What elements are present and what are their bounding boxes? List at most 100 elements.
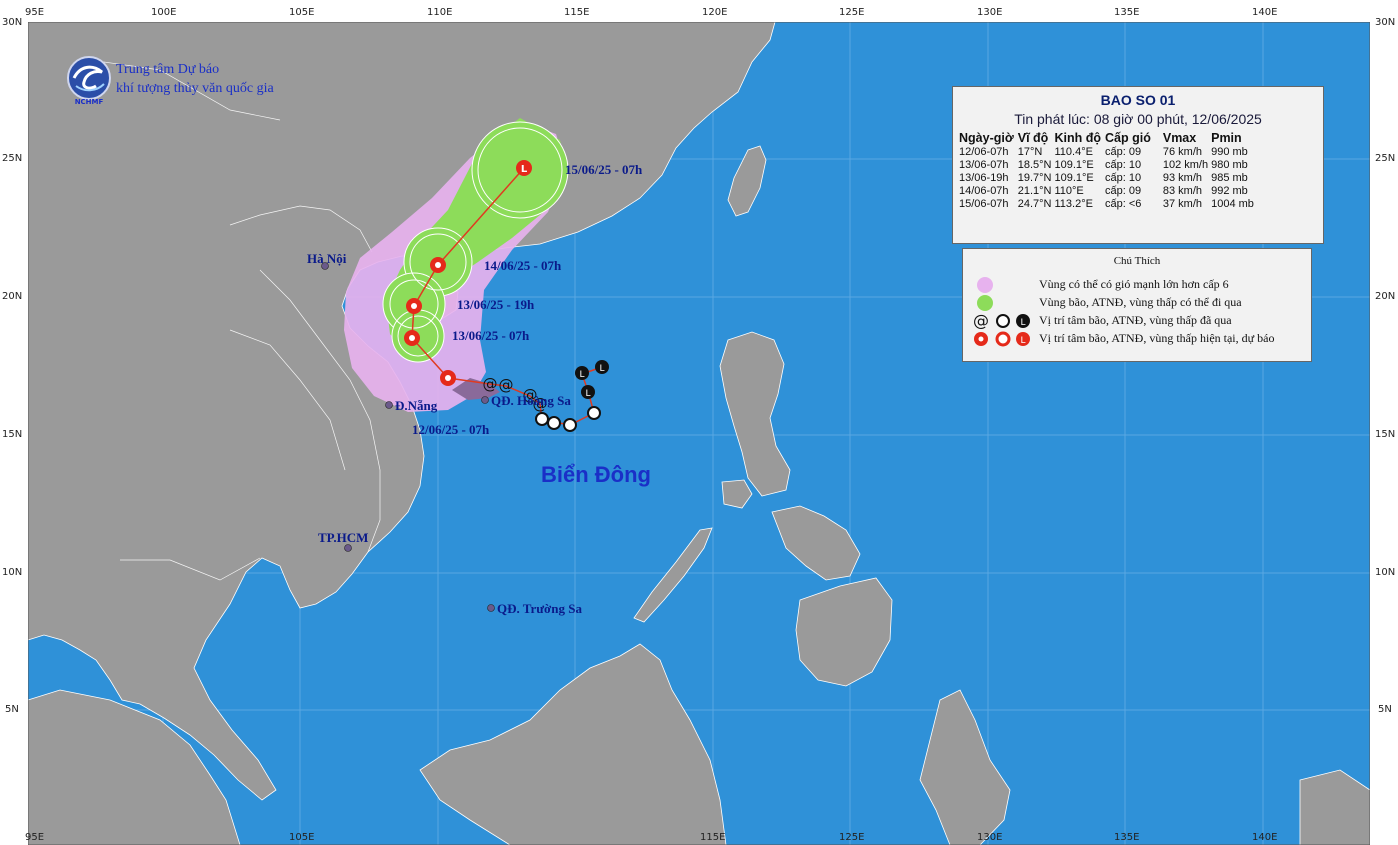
axis-label-top: 100E xyxy=(151,7,177,18)
table-cell: cấp: <6 xyxy=(1105,198,1142,210)
philippines-central xyxy=(771,505,861,581)
past-depression-marker xyxy=(535,412,549,426)
table-cell: 1004 mb xyxy=(1211,198,1254,210)
svg-text:L: L xyxy=(579,370,584,380)
luzon-island xyxy=(719,331,791,497)
past-storm-marker: @ xyxy=(533,395,548,413)
axis-label-left: 5N xyxy=(5,704,19,715)
axis-label-left: 15N xyxy=(2,429,23,440)
table-header: Vmax xyxy=(1162,131,1197,145)
table-cell: 985 mb xyxy=(1211,172,1248,184)
svg-text:L: L xyxy=(521,164,528,175)
legend-title: Chú Thích xyxy=(1113,255,1161,267)
org-name-line1: Trung tâm Dự báo xyxy=(116,62,220,77)
table-cell: 13/06-07h xyxy=(959,159,1009,171)
svg-text:L: L xyxy=(585,389,590,399)
table-cell: 15/06-07h xyxy=(959,198,1009,210)
left-axis-strip xyxy=(0,0,28,845)
table-cell: 14/06-07h xyxy=(959,185,1009,197)
legend-item: Vùng có thể có gió mạnh lớn hơn cấp 6 xyxy=(963,276,1311,294)
taiwan-island xyxy=(727,145,767,217)
table-header: Cấp gió xyxy=(1105,131,1151,145)
sumatra-island xyxy=(27,689,241,845)
bulletin-title: BAO SO 01 xyxy=(1100,92,1176,108)
svg-text:L: L xyxy=(599,364,604,374)
axis-label-right: 10N xyxy=(1375,567,1396,578)
legend-item: L Vị trí tâm bão, ATNĐ, vùng thấp hiện t… xyxy=(963,330,1311,348)
forecast-label: 13/06/25 - 19h xyxy=(457,297,535,312)
legend-item-label: Vùng bão, ATNĐ, vùng thấp có thể đi qua xyxy=(1039,295,1242,309)
table-header: Kinh độ xyxy=(1054,131,1102,145)
asia-mainland xyxy=(27,21,776,801)
bulletin-issued: Tin phát lúc: 08 giờ 00 phút, 12/06/2025 xyxy=(1014,111,1262,127)
palawan-island xyxy=(633,527,713,623)
axis-label-top: 120E xyxy=(702,7,728,18)
borneo-island xyxy=(419,643,727,845)
past-storm-marker: @ xyxy=(523,386,538,404)
table-cell: 109.1°E xyxy=(1054,172,1094,184)
pink-area-swatch-icon xyxy=(977,277,993,293)
axis-label-left: 30N xyxy=(2,17,23,28)
axis-label-right: 30N xyxy=(1375,17,1396,28)
nchmf-logo-icon: NCHMF xyxy=(67,56,111,106)
table-cell: 102 km/h xyxy=(1162,159,1209,171)
country-borders xyxy=(89,59,381,581)
table-cell: 17°N xyxy=(1017,146,1043,158)
table-header: Ngày-giờ xyxy=(959,131,1014,145)
table-cell: 21.1°N xyxy=(1017,185,1052,197)
city-dots xyxy=(321,262,495,612)
axis-label-bottom: 140E xyxy=(1252,832,1278,843)
forecast-positions: L xyxy=(404,160,532,386)
axis-label-left: 25N xyxy=(2,153,23,164)
past-positions: L L L @ @ @ @ xyxy=(483,360,609,432)
forecast-label: 12/06/25 - 07h xyxy=(412,422,490,437)
legend-item-label: Vị trí tâm bão, ATNĐ, vùng thấp đã qua xyxy=(1039,313,1232,327)
table-cell: 980 mb xyxy=(1211,159,1248,171)
table-cell: 109.1°E xyxy=(1054,159,1094,171)
right-axis-strip xyxy=(1370,0,1398,845)
org-name-line2: khí tượng thủy văn quốc gia xyxy=(116,81,274,96)
table-cell: cấp: 09 xyxy=(1105,185,1142,197)
sulawesi-island xyxy=(919,689,1011,845)
axis-label-top: 135E xyxy=(1114,7,1140,18)
logo-text: NCHMF xyxy=(75,98,104,106)
axis-label-right: 5N xyxy=(1378,704,1392,715)
table-cell: cấp: 10 xyxy=(1105,159,1142,171)
table-cell: 76 km/h xyxy=(1162,146,1202,158)
mindanao-island xyxy=(795,577,893,687)
forecast-low-marker xyxy=(516,160,532,176)
table-cell: 24.7°N xyxy=(1017,198,1052,210)
uncertainty-circles xyxy=(389,127,563,357)
table-header-row: Ngày-giờ Vĩ độ Kinh độ Cấp gió Vmax Pmin xyxy=(959,131,1257,146)
bulletin-table: Ngày-giờ Vĩ độ Kinh độ Cấp gió Vmax Pmin… xyxy=(959,131,1257,211)
axis-label-bottom: 105E xyxy=(289,832,315,843)
table-row: 15/06-07h 24.7°N 113.2°E cấp: <6 37 km/h… xyxy=(959,198,1257,211)
label-truongsa: QĐ. Trường Sa xyxy=(497,601,582,616)
past-markers-icon: @ L xyxy=(973,312,1030,330)
top-axis-strip xyxy=(0,0,1398,22)
table-cell: 990 mb xyxy=(1211,146,1248,158)
axis-label-top: 140E xyxy=(1252,7,1278,18)
table-cell: 992 mb xyxy=(1211,185,1248,197)
forecast-label: 14/06/25 - 07h xyxy=(484,258,562,273)
forecast-label: 13/06/25 - 07h xyxy=(452,328,530,343)
axis-label-left: 20N xyxy=(2,291,23,302)
table-row: 13/06-19h 19.7°N 109.1°E cấp: 10 93 km/h… xyxy=(959,172,1257,185)
label-danang: Đ.Nẵng xyxy=(395,398,438,413)
green-area-swatch-icon xyxy=(977,295,993,311)
table-cell: 110.4°E xyxy=(1054,146,1093,158)
sea-label: Biển Đông xyxy=(541,462,651,487)
axis-label-left: 10N xyxy=(2,567,23,578)
axis-label-bottom: 135E xyxy=(1114,832,1140,843)
table-cell: 83 km/h xyxy=(1162,185,1202,197)
past-low-marker xyxy=(575,366,589,380)
past-depression-marker xyxy=(547,416,561,430)
past-storm-marker: @ xyxy=(499,376,514,394)
table-cell: 93 km/h xyxy=(1162,172,1202,184)
legend-box: Chú Thích Vùng có thể có gió mạnh lớn hơ… xyxy=(962,248,1312,362)
table-cell: 37 km/h xyxy=(1162,198,1202,210)
bulletin-box: BAO SO 01 Tin phát lúc: 08 giờ 00 phút, … xyxy=(952,86,1324,244)
table-cell: cấp: 09 xyxy=(1105,146,1142,158)
forecast-label: 15/06/25 - 07h xyxy=(565,162,643,177)
mindoro-island xyxy=(721,479,753,509)
